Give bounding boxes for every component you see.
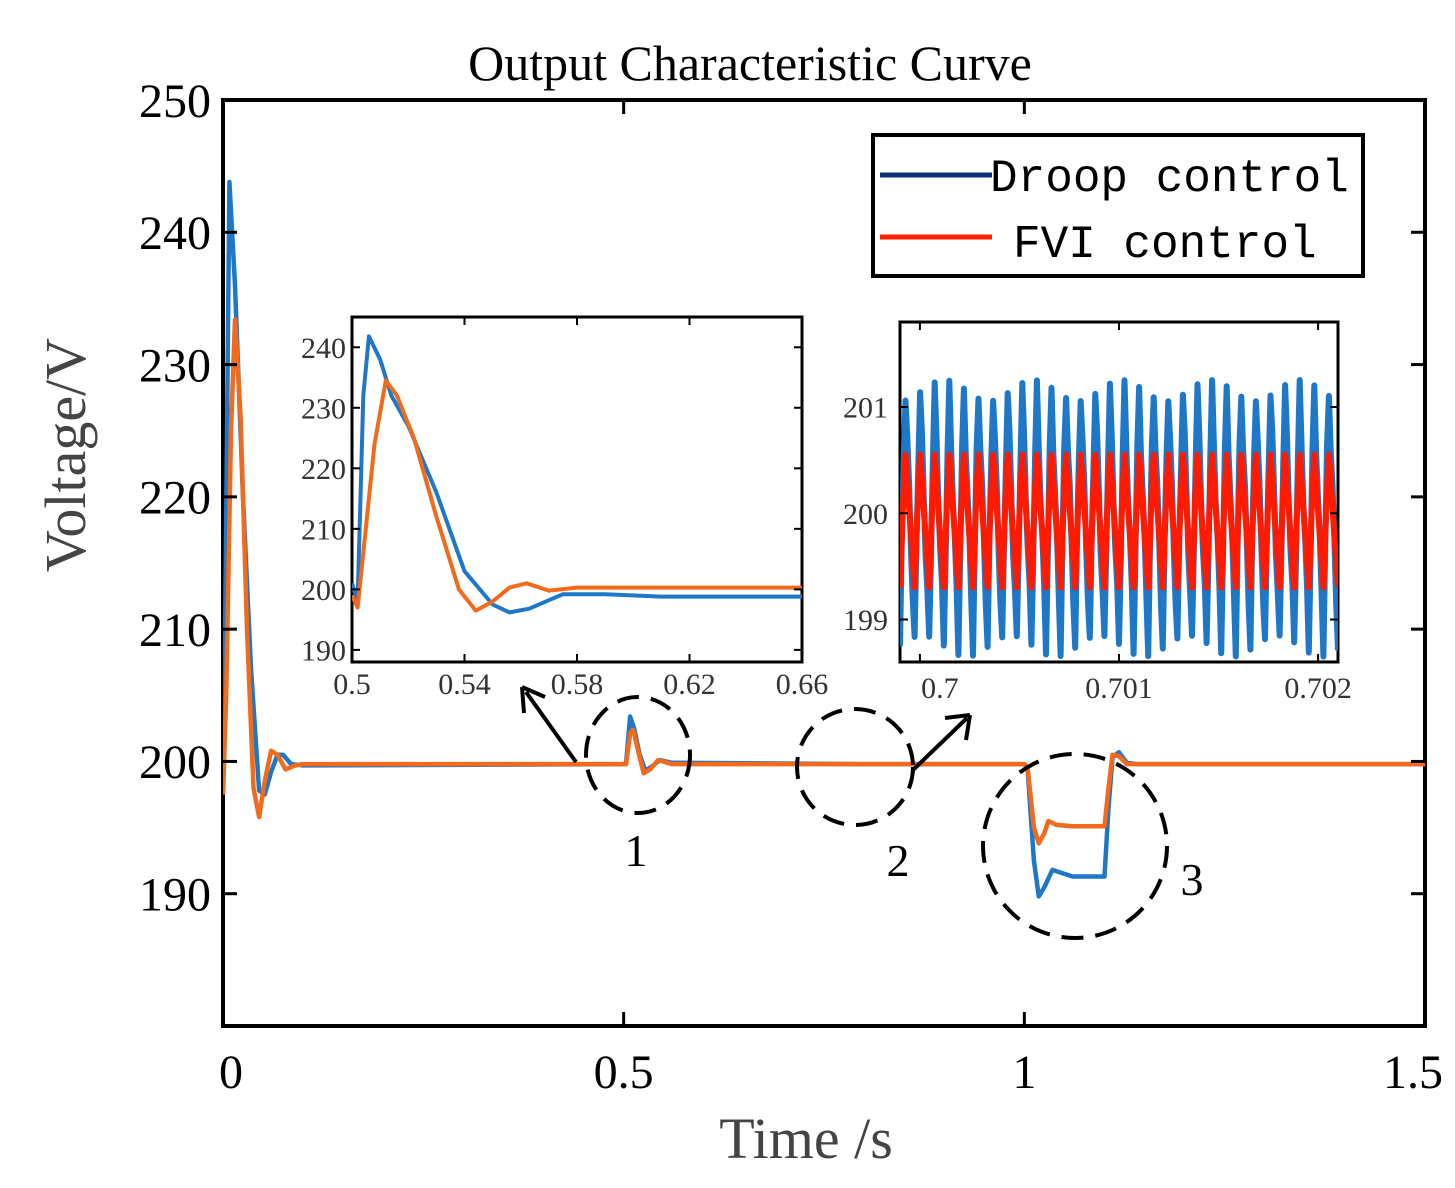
inset1-ytick-label: 200 (301, 574, 346, 607)
inset1-ytick-label: 240 (301, 332, 346, 365)
inset1-frame (350, 315, 804, 664)
inset1-ytick-label: 230 (301, 392, 346, 425)
annotation-arrowhead-1 (520, 685, 546, 714)
main-ytick-label: 240 (139, 207, 211, 260)
inset1-ytick-label: 210 (301, 513, 346, 546)
main-xtick-label: 0.5 (594, 1046, 654, 1099)
main-ytick-label: 250 (139, 75, 211, 128)
legend-box (871, 133, 1365, 278)
inset2-series (900, 377, 1338, 660)
legend-label-droop: Droop control (990, 153, 1349, 205)
main-ytick-label: 200 (139, 736, 211, 789)
inset2-ytick-label: 199 (843, 604, 888, 637)
main-xtick-label: 1 (1012, 1046, 1036, 1099)
annotation-label-1: 1 (625, 825, 648, 876)
annotations: 1 2 3 (520, 685, 1204, 940)
main-ytick-label: 210 (139, 604, 211, 657)
annotation-label-2: 2 (887, 835, 910, 886)
inset-1: 0.5 0.54 0.58 0.62 0.66 190 200 210 220 230 240 (301, 315, 829, 701)
inset2-xtick-label: 0.702 (1284, 672, 1352, 705)
annotation-arrow-1 (524, 690, 578, 764)
x-axis-label: Time /s (719, 1106, 893, 1171)
legend-label-fvi: FVI control (1013, 219, 1317, 271)
inset2-xtick-label: 0.701 (1085, 672, 1153, 705)
main-series (223, 179, 1425, 899)
inset1-xtick-label: 0.66 (776, 668, 829, 701)
inset1-line-droop-control (352, 334, 802, 615)
inset2-line-droop-control (900, 377, 1338, 660)
annotation-label-3: 3 (1181, 854, 1204, 905)
inset1-xtick-label: 0.54 (438, 668, 491, 701)
inset2-line-fvi-control (900, 451, 1338, 591)
inset2-xtick-label: 0.7 (921, 672, 959, 705)
inset1-xtick-label: 0.5 (333, 668, 371, 701)
main-ytick-label: 230 (139, 339, 211, 392)
inset1-xtick-label: 0.58 (551, 668, 604, 701)
inset1-series (352, 334, 802, 615)
annotation-circle-1 (584, 695, 692, 815)
main-ytick-label: 220 (139, 472, 211, 525)
inset-2: 0.7 0.701 0.702 199 200 201 (843, 320, 1352, 705)
annotation-arrowhead-2 (944, 713, 972, 741)
inset1-xtick-label: 0.62 (663, 668, 716, 701)
inset1-line-fvi-control (352, 378, 802, 613)
main-xtick-label: 1.5 (1383, 1046, 1443, 1099)
y-axis-label: Voltage/V (33, 338, 98, 572)
annotation-circle-2 (795, 707, 915, 827)
main-xtick-label: 0 (219, 1046, 243, 1099)
legend: Droop control FVI control (871, 133, 1365, 278)
inset2-ytick-label: 200 (843, 498, 888, 531)
annotation-arrow-2 (911, 716, 969, 772)
inset2-ytick-label: 201 (843, 392, 888, 425)
series-line-fvi-control (223, 317, 1425, 846)
inset1-ytick-label: 220 (301, 453, 346, 486)
annotation-circle-3 (981, 752, 1169, 940)
main-ytick-label: 190 (139, 869, 211, 922)
inset1-ytick-label: 190 (301, 634, 346, 667)
chart-title: Output Characteristic Curve (468, 35, 1032, 91)
